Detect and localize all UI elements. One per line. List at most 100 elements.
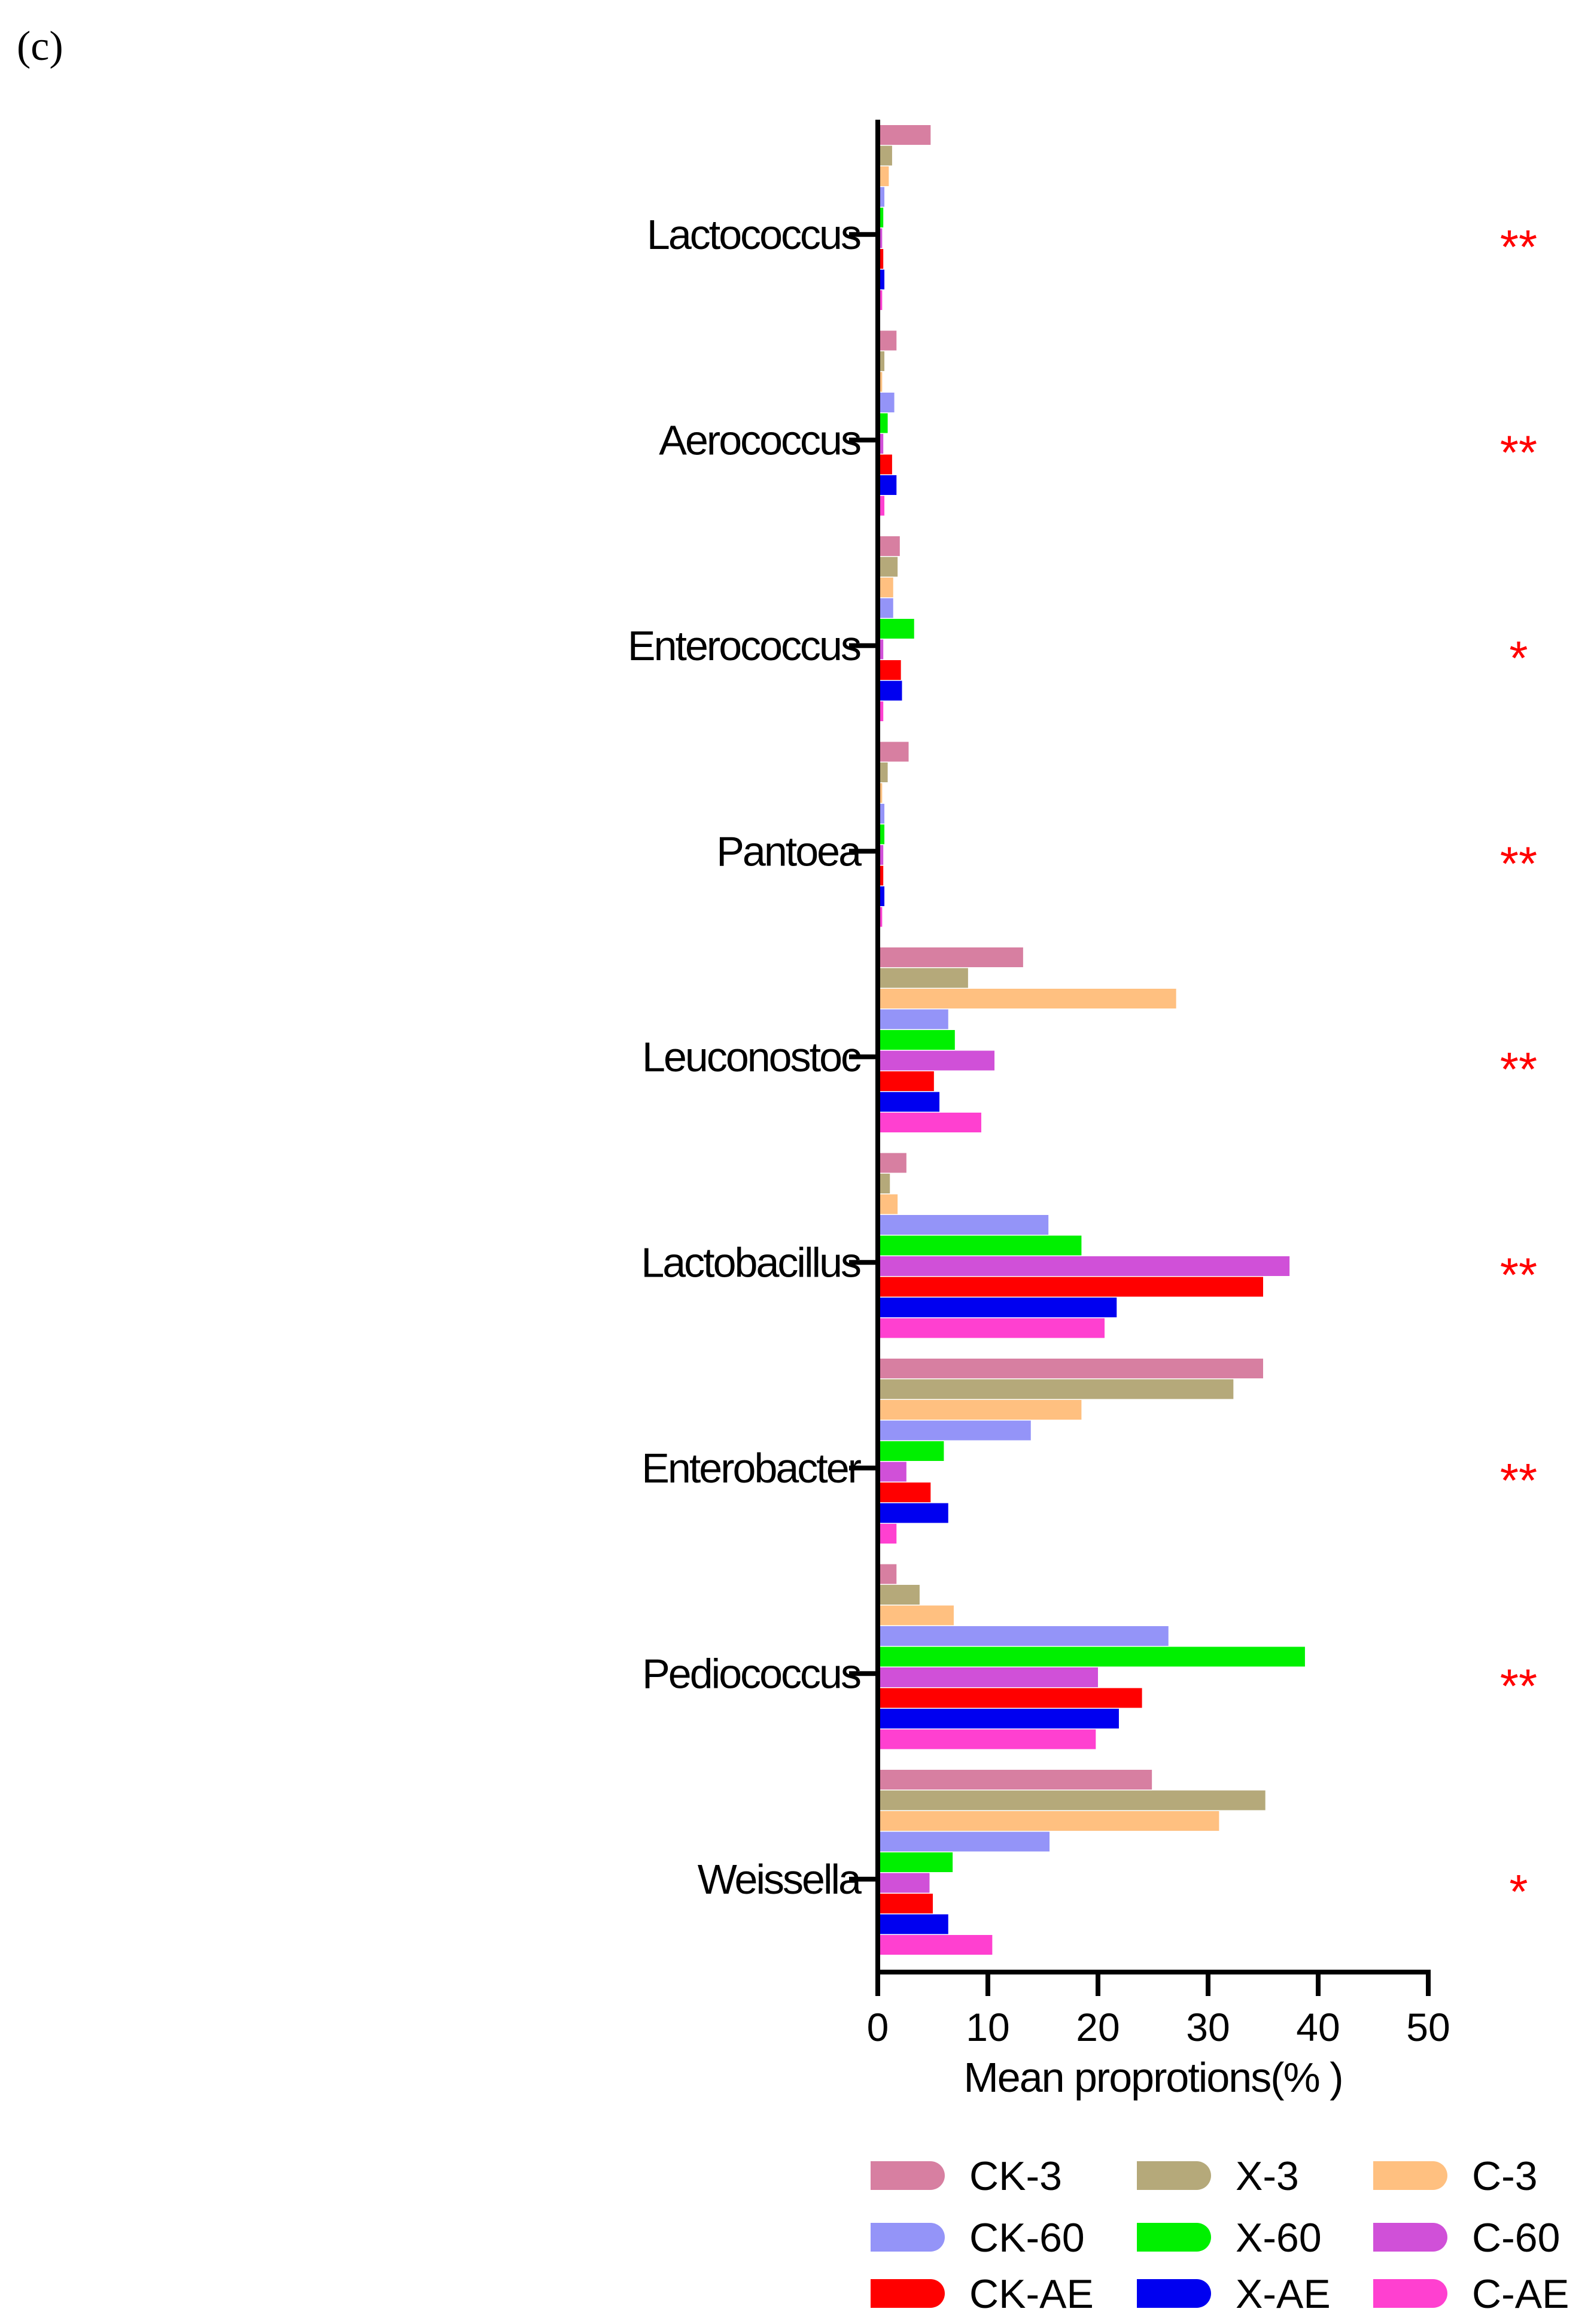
legend-swatch bbox=[1137, 2223, 1211, 2252]
bar-lactococcus-x-3 bbox=[878, 145, 892, 166]
legend-label: C-AE bbox=[1472, 2271, 1569, 2317]
axes-layer: Lactococcus Aerococcus Enterococcus Pantoea… bbox=[628, 120, 1450, 2101]
bar-weissella-x-ae bbox=[878, 1914, 948, 1934]
bar-pediococcus-ck-3 bbox=[878, 1564, 897, 1584]
bar-pediococcus-x-60 bbox=[878, 1646, 1305, 1667]
legend-swatch bbox=[871, 2279, 945, 2308]
category-label-weissella: Weissella bbox=[698, 1856, 862, 1903]
bar-enterobacter-ck-ae bbox=[878, 1483, 931, 1502]
x-axis-label: Mean proprotions(% ) bbox=[963, 2054, 1342, 2101]
bar-pediococcus-ck-ae bbox=[878, 1688, 1142, 1708]
significance-layer: **************** bbox=[1500, 220, 1537, 1918]
category-label-aerococcus: Aerococcus bbox=[659, 417, 860, 463]
bar-aerococcus-x-60 bbox=[878, 413, 888, 433]
bar-lactobacillus-c-ae bbox=[878, 1318, 1105, 1338]
category-label-lactobacillus: Lactobacillus bbox=[641, 1239, 860, 1286]
legend-swatch bbox=[1137, 2279, 1211, 2308]
bar-enterococcus-x-60 bbox=[878, 619, 914, 639]
bar-leuconostoc-c-ae bbox=[878, 1113, 981, 1132]
bar-enterococcus-x-ae bbox=[878, 681, 902, 701]
significance-marker-lactococcus: ** bbox=[1500, 220, 1537, 274]
bar-leuconostoc-c-3 bbox=[878, 989, 1176, 1008]
x-tick-label: 10 bbox=[966, 2005, 1009, 2049]
bar-lactobacillus-ck-3 bbox=[878, 1153, 906, 1173]
bar-leuconostoc-c-60 bbox=[878, 1050, 995, 1071]
bar-pantoea-c-60 bbox=[878, 845, 884, 865]
legend-item-c-3: C-3 bbox=[1373, 2153, 1538, 2199]
bar-lactobacillus-c-3 bbox=[878, 1194, 898, 1214]
legend-label: CK-3 bbox=[969, 2153, 1062, 2199]
bar-aerococcus-c-60 bbox=[878, 434, 884, 454]
bar-pantoea-ck-3 bbox=[878, 742, 909, 762]
panel-label: (c) bbox=[17, 23, 63, 69]
bar-weissella-ck-3 bbox=[878, 1770, 1152, 1790]
bar-weissella-c-ae bbox=[878, 1935, 993, 1955]
bar-enterobacter-c-60 bbox=[878, 1462, 906, 1482]
bar-lactococcus-ck-3 bbox=[878, 125, 931, 145]
bar-pantoea-ck-60 bbox=[878, 804, 885, 824]
bar-enterobacter-c-3 bbox=[878, 1400, 1082, 1420]
x-tick-label: 20 bbox=[1076, 2005, 1120, 2049]
bar-pediococcus-c-3 bbox=[878, 1605, 954, 1626]
legend-item-ck-60: CK-60 bbox=[871, 2215, 1085, 2261]
bar-lactobacillus-x-ae bbox=[878, 1298, 1117, 1317]
category-label-pantoea: Pantoea bbox=[716, 828, 862, 874]
legend-item-ck-ae: CK-AE bbox=[871, 2271, 1094, 2317]
category-label-enterobacter: Enterobacter bbox=[641, 1445, 861, 1491]
bar-aerococcus-c-ae bbox=[878, 496, 885, 516]
bar-pantoea-ck-ae bbox=[878, 865, 884, 886]
bar-weissella-x-60 bbox=[878, 1852, 953, 1872]
bar-weissella-x-3 bbox=[878, 1790, 1266, 1810]
legend-swatch bbox=[1373, 2279, 1447, 2308]
bar-enterococcus-ck-60 bbox=[878, 598, 893, 618]
bar-enterobacter-c-ae bbox=[878, 1524, 897, 1544]
legend-swatch bbox=[871, 2161, 945, 2190]
significance-marker-lactobacillus: ** bbox=[1500, 1248, 1537, 1301]
bar-leuconostoc-ck-ae bbox=[878, 1071, 934, 1091]
legend-item-c-ae: C-AE bbox=[1373, 2271, 1569, 2317]
bar-pediococcus-ck-60 bbox=[878, 1626, 1169, 1646]
significance-marker-leuconostoc: ** bbox=[1500, 1043, 1537, 1096]
bar-pediococcus-c-ae bbox=[878, 1729, 1096, 1749]
bar-weissella-ck-60 bbox=[878, 1831, 1050, 1852]
bar-weissella-ck-ae bbox=[878, 1894, 933, 1913]
bar-lactobacillus-x-60 bbox=[878, 1235, 1082, 1256]
x-tick-label: 0 bbox=[867, 2005, 889, 2049]
significance-marker-enterococcus: * bbox=[1509, 631, 1528, 685]
category-label-leuconostoc: Leuconostoc bbox=[642, 1034, 861, 1080]
legend-swatch bbox=[871, 2223, 945, 2252]
legend-swatch bbox=[1373, 2223, 1447, 2252]
bar-weissella-c-60 bbox=[878, 1873, 930, 1893]
legend-label: CK-AE bbox=[969, 2271, 1094, 2317]
legend-label: C-60 bbox=[1472, 2215, 1560, 2261]
legend-item-c-60: C-60 bbox=[1373, 2215, 1560, 2261]
legend-item-x-3: X-3 bbox=[1137, 2153, 1299, 2199]
category-label-enterococcus: Enterococcus bbox=[628, 622, 860, 669]
bar-lactococcus-ck-60 bbox=[878, 187, 885, 207]
bar-enterococcus-c-60 bbox=[878, 639, 884, 660]
bar-enterobacter-x-3 bbox=[878, 1379, 1234, 1399]
bar-pediococcus-x-ae bbox=[878, 1709, 1119, 1728]
significance-marker-weissella: * bbox=[1509, 1865, 1528, 1918]
bar-aerococcus-ck-60 bbox=[878, 393, 895, 412]
bar-enterococcus-c-ae bbox=[878, 701, 884, 721]
bar-leuconostoc-ck-60 bbox=[878, 1009, 948, 1029]
bar-lactobacillus-ck-ae bbox=[878, 1277, 1263, 1297]
bar-aerococcus-ck-3 bbox=[878, 330, 897, 351]
category-label-lactococcus: Lactococcus bbox=[647, 211, 860, 258]
significance-marker-enterobacter: ** bbox=[1500, 1454, 1537, 1507]
bar-lactobacillus-x-3 bbox=[878, 1174, 890, 1193]
bar-pantoea-x-ae bbox=[878, 886, 885, 906]
bar-enterococcus-c-3 bbox=[878, 578, 893, 597]
bar-lactococcus-ck-ae bbox=[878, 249, 884, 269]
bar-leuconostoc-ck-3 bbox=[878, 947, 1023, 967]
significance-marker-pediococcus: ** bbox=[1500, 1659, 1537, 1712]
bar-lactobacillus-ck-60 bbox=[878, 1215, 1049, 1235]
x-tick-label: 30 bbox=[1186, 2005, 1230, 2049]
legend-label: X-60 bbox=[1236, 2215, 1322, 2261]
legend-label: X-3 bbox=[1236, 2153, 1299, 2199]
bar-pediococcus-x-3 bbox=[878, 1585, 920, 1605]
legend-label: C-3 bbox=[1472, 2153, 1538, 2199]
